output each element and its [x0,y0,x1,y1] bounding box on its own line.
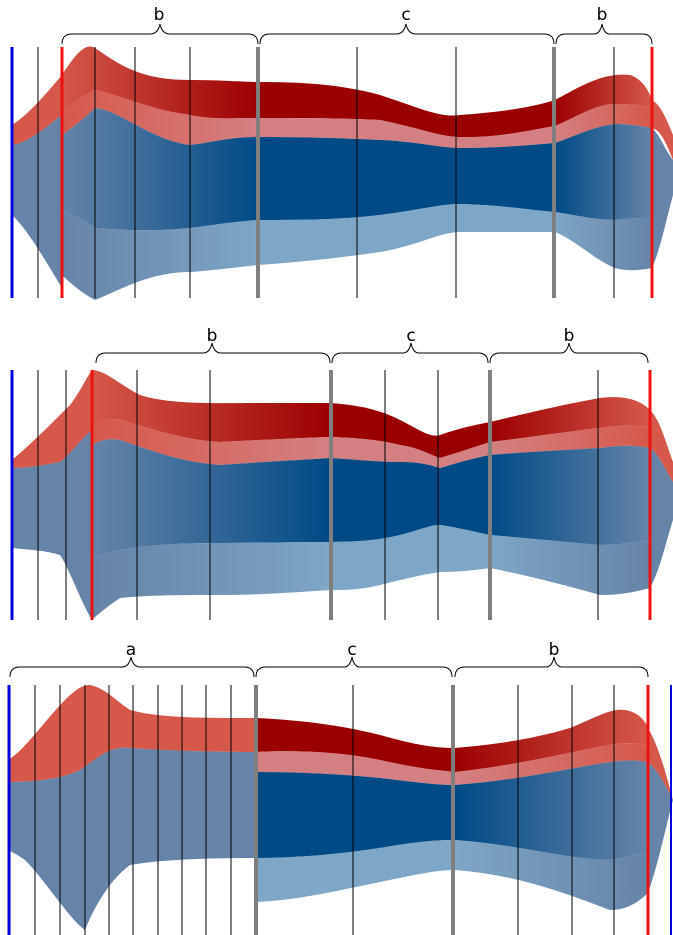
band-red-dark [62,46,258,119]
brace-top-2 [259,23,555,45]
brace-top-3 [555,23,653,45]
band-blue [8,747,256,930]
band-blue-light [256,840,455,902]
band-blue-light [330,525,490,590]
segment-label: b [207,326,218,346]
band-blue [652,128,673,268]
band-red-light [490,425,650,455]
segment-label: b [597,5,608,25]
segment-label: b [154,5,165,25]
brace-bottom-1 [9,656,255,678]
band-red-dark [256,718,455,772]
band-red-dark [555,74,652,126]
segment-label: a [126,640,136,660]
band-red-light [258,118,555,148]
segment-label: b [564,326,575,346]
panel-bottom: a c b [7,640,673,935]
band-red-light [256,751,455,785]
brace-bottom-3 [454,656,649,678]
band-red-light [555,104,652,143]
band-blue-dark [92,439,330,560]
band-blue-dark [258,137,555,220]
brace-bottom-2 [255,656,453,678]
brace-top-1 [61,23,259,45]
band-blue-light [490,535,650,595]
band-blue [12,115,62,288]
band-blue-dark [62,108,258,231]
band-red [12,370,92,468]
segment-label: c [401,5,410,25]
band-blue-dark [555,124,652,220]
band-blue-light [455,840,648,910]
band-blue-light [92,542,330,620]
band-red-light [92,419,330,465]
segment-label: b [549,640,560,660]
panel-top: b c b [10,5,673,300]
band-blue-light [555,212,652,271]
band-red-light [62,90,258,145]
band-red [652,100,673,160]
band-blue-dark [330,455,490,542]
panel-middle: b c b [10,326,673,620]
band-red [648,728,673,800]
brace-middle-2 [331,342,489,364]
band-blue-light [258,204,555,265]
band-blue [650,448,673,588]
band-red-dark [258,82,555,138]
band-red [8,685,256,782]
band-red-light [455,743,648,785]
band-blue-dark [490,445,650,545]
band-blue-dark [455,760,648,860]
band-red-dark [455,709,648,772]
band-blue [12,430,92,620]
band-red [12,75,62,145]
band-blue-dark [256,772,455,858]
band-blue [648,762,673,893]
brace-middle-3 [489,342,649,364]
brace-middle-1 [95,342,331,364]
band-red [650,410,673,482]
band-red-dark [330,403,490,458]
band-red-dark [490,397,650,442]
band-red-light [330,437,490,468]
segment-label: c [406,326,415,346]
band-red-dark [92,370,330,442]
segment-label: c [347,640,356,660]
band-blue-light [62,212,258,300]
